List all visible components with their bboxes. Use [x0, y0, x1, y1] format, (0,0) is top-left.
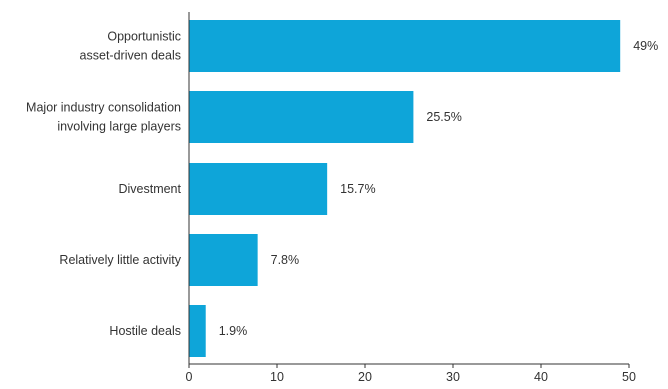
x-tick-label: 40	[534, 370, 548, 384]
x-tick-label: 20	[358, 370, 372, 384]
x-ticks-layer: 0 10 20 30 40 50	[186, 364, 636, 384]
data-label: 25.5%	[426, 110, 461, 124]
category-label: Major industry consolidation involving la…	[26, 101, 181, 134]
category-label-line: Hostile deals	[109, 324, 181, 338]
category-label-line: asset-driven deals	[80, 49, 181, 63]
bars-layer	[189, 20, 621, 357]
category-label: Opportunistic asset-driven deals	[80, 30, 181, 63]
category-label-line: Divestment	[118, 182, 181, 196]
data-label: 15.7%	[340, 182, 375, 196]
bar	[189, 305, 206, 357]
bar	[189, 20, 621, 72]
data-label: 49%	[633, 39, 658, 53]
x-tick-label: 0	[186, 370, 193, 384]
category-label: Relatively little activity	[59, 253, 181, 267]
category-labels-layer: Opportunistic asset-driven deals Major ind…	[26, 30, 182, 339]
category-label: Hostile deals	[109, 324, 181, 338]
x-tick-label: 30	[446, 370, 460, 384]
category-label: Divestment	[118, 182, 181, 196]
x-tick-label: 50	[622, 370, 636, 384]
category-label-line: Relatively little activity	[59, 253, 181, 267]
value-labels-layer: 49% 25.5% 15.7% 7.8% 1.9%	[219, 39, 659, 338]
bar	[189, 234, 258, 286]
category-label-line: Opportunistic	[107, 30, 181, 44]
category-label-line: Major industry consolidation	[26, 101, 181, 115]
bar	[189, 163, 328, 215]
data-label: 1.9%	[219, 324, 248, 338]
bar	[189, 91, 414, 143]
category-label-line: involving large players	[57, 120, 181, 134]
x-tick-label: 10	[270, 370, 284, 384]
data-label: 7.8%	[271, 253, 300, 267]
